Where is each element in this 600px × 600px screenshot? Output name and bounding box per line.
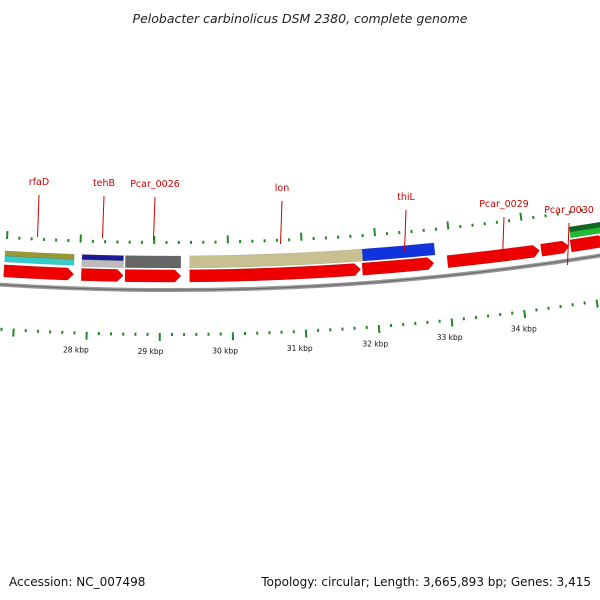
- ruler-label: 29 kbp: [138, 347, 164, 356]
- accession-text: Accession: NC_007498: [9, 575, 145, 589]
- gene-label-pcar-0026: Pcar_0026: [130, 179, 180, 241]
- ruler-tick: [595, 299, 599, 308]
- feature-bar: [568, 221, 600, 233]
- ruler-label-track: 28 kbp 29 kbp 30 kbp 31 kbp 32 kbp 33 kbp 34 k…: [63, 324, 537, 356]
- upper-tick-track: [6, 208, 584, 244]
- cds-arrow: [3, 264, 74, 281]
- genome-summary-text: Topology: circular; Length: 3,665,893 bp…: [260, 575, 591, 589]
- feature-bar: [81, 259, 124, 268]
- ruler-label: 32 kbp: [362, 339, 388, 348]
- cds-arrow: [540, 240, 570, 257]
- ruler-tick: [450, 318, 454, 327]
- ruler-label: 31 kbp: [287, 344, 313, 353]
- gene-label-pcar-0029: Pcar_0029: [479, 199, 529, 260]
- upper-tick: [519, 212, 523, 221]
- gene-label-track: rfaD tehB Pcar_0026 lon thiL Pcar_0029 Pcar_00…: [29, 177, 594, 266]
- gene-label-lon: lon: [275, 183, 289, 245]
- gene-leader-line: [280, 200, 283, 245]
- feature-bar: [81, 254, 124, 261]
- feature-bar: [125, 255, 182, 269]
- upper-tick: [373, 228, 376, 237]
- feature-bar: [361, 242, 436, 262]
- backbone-edge: [0, 255, 600, 291]
- gene-leader-line: [567, 222, 570, 266]
- ruler-label: 33 kbp: [437, 333, 463, 342]
- ruler-label: 28 kbp: [63, 345, 89, 354]
- cds-arrow: [124, 269, 182, 283]
- gene-label-text: Pcar_0030: [544, 205, 594, 216]
- gene-label-text: thiL: [397, 192, 415, 203]
- gene-label-rfad: rfaD: [29, 177, 49, 238]
- gene-leader-line: [153, 196, 156, 241]
- gene-label-pcar-0030: Pcar_0030: [544, 205, 594, 266]
- feature-track: [4, 221, 600, 269]
- cds-arrow: [81, 268, 124, 282]
- ruler-track: [0, 299, 599, 341]
- gene-label-text: lon: [275, 183, 289, 194]
- gene-label-tehb: tehB: [93, 178, 115, 239]
- gene-label-text: Pcar_0026: [130, 179, 180, 190]
- gene-label-thil: thiL: [397, 192, 416, 252]
- gene-label-text: tehB: [93, 178, 115, 189]
- genome-backbone: [0, 253, 600, 292]
- gene-label-text: Pcar_0029: [479, 199, 529, 210]
- cds-arrow: [189, 263, 361, 283]
- gene-leader-line: [37, 194, 40, 238]
- upper-tick: [446, 221, 450, 230]
- cds-arrow: [361, 257, 435, 276]
- feature-bar: [189, 248, 364, 269]
- ruler-tick: [523, 309, 527, 319]
- gene-leader-line: [404, 209, 407, 252]
- ruler-label: 34 kbp: [511, 324, 537, 333]
- ruler-tick: [377, 324, 381, 334]
- ruler-label: 30 kbp: [212, 346, 238, 355]
- gene-leader-line: [502, 216, 505, 260]
- cds-arrow: [569, 235, 600, 253]
- map-title: Pelobacter carbinolicus DSM 2380, comple…: [133, 11, 468, 26]
- cds-track: [3, 235, 600, 283]
- feature-bar: [4, 250, 75, 260]
- gene-leader-line: [102, 195, 105, 239]
- cds-arrow: [446, 245, 540, 268]
- gene-label-text: rfaD: [29, 177, 49, 188]
